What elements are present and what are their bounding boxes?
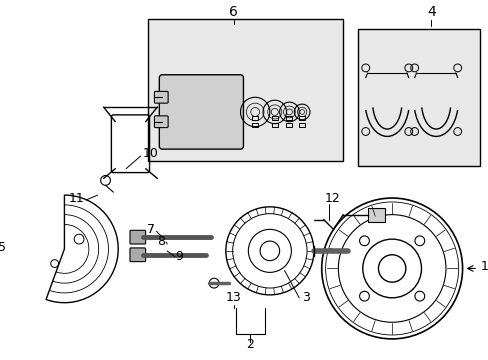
Text: 4: 4 bbox=[426, 5, 435, 19]
Text: 10: 10 bbox=[142, 147, 158, 159]
Bar bbox=[286, 123, 292, 127]
Bar bbox=[252, 123, 258, 127]
Text: 13: 13 bbox=[225, 291, 241, 304]
Text: 5: 5 bbox=[0, 242, 6, 255]
Text: 11: 11 bbox=[68, 192, 84, 204]
Text: 7: 7 bbox=[147, 223, 155, 236]
Text: 2: 2 bbox=[246, 338, 254, 351]
FancyBboxPatch shape bbox=[130, 230, 145, 244]
Text: 12: 12 bbox=[324, 192, 340, 204]
Bar bbox=[286, 116, 292, 120]
FancyBboxPatch shape bbox=[159, 75, 243, 149]
Text: 9: 9 bbox=[175, 250, 183, 263]
FancyBboxPatch shape bbox=[130, 248, 145, 262]
Bar bbox=[367, 208, 385, 221]
Text: 6: 6 bbox=[229, 5, 238, 19]
Bar bbox=[252, 116, 258, 120]
Bar bbox=[271, 116, 277, 120]
Text: 1: 1 bbox=[479, 260, 487, 273]
Bar bbox=[147, 19, 343, 161]
Bar bbox=[299, 123, 305, 127]
FancyBboxPatch shape bbox=[154, 91, 168, 103]
Bar bbox=[357, 29, 479, 166]
Text: 3: 3 bbox=[302, 291, 309, 304]
Bar bbox=[299, 116, 305, 120]
Text: 8: 8 bbox=[157, 235, 165, 248]
FancyBboxPatch shape bbox=[154, 116, 168, 127]
Bar bbox=[271, 123, 277, 127]
